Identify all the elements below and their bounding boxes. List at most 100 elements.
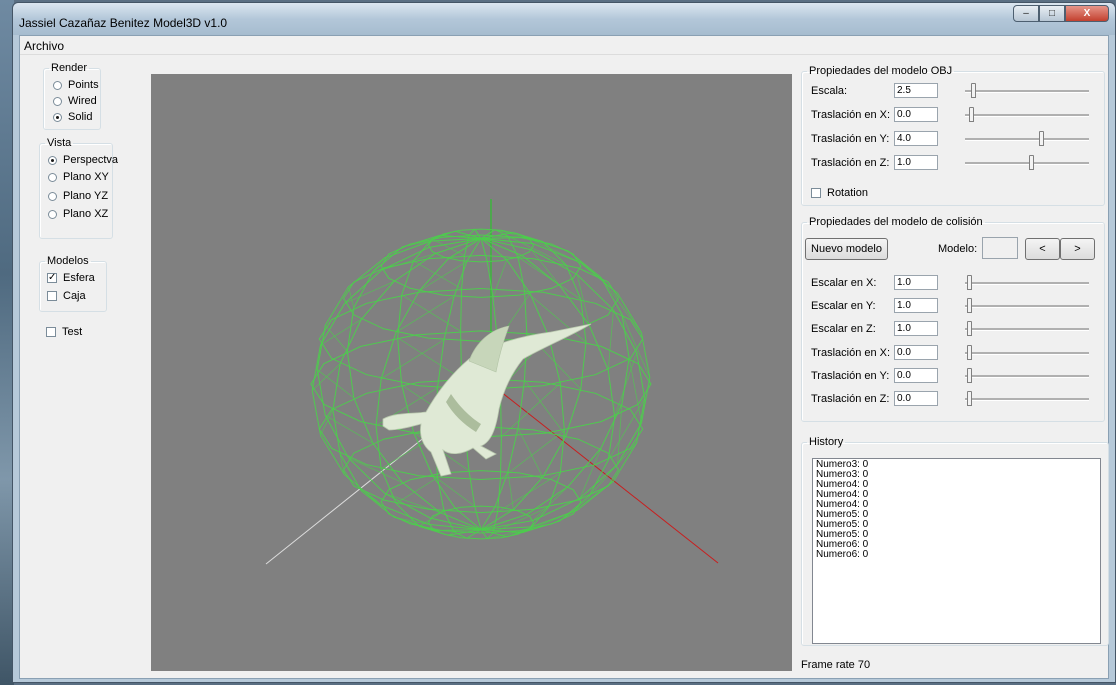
collision-slider[interactable] <box>965 368 1089 384</box>
history-item[interactable]: Numero6: 0 <box>816 549 869 560</box>
close-button[interactable]: X <box>1065 5 1109 22</box>
test-checkbox[interactable]: Test <box>46 326 82 338</box>
render-option-1[interactable]: Wired <box>53 95 97 107</box>
collision-value-field[interactable]: 0.0 <box>894 345 938 360</box>
history-item[interactable]: Numero6: 0 <box>816 539 869 550</box>
collision-row-label: Escalar en X: <box>811 277 877 289</box>
collision-slider-track <box>965 352 1089 355</box>
maximize-button[interactable]: □ <box>1039 5 1065 22</box>
sphere-wire-edge <box>311 363 341 391</box>
sphere-wire-edge <box>579 448 602 499</box>
render-option-0[interactable]: Points <box>53 79 99 91</box>
modelos-option-1[interactable]: Caja <box>47 290 86 302</box>
render-radio[interactable] <box>53 96 62 106</box>
render-radio[interactable] <box>53 112 62 122</box>
vista-radio[interactable] <box>48 155 57 165</box>
model-field[interactable] <box>982 237 1018 259</box>
collision-slider-thumb[interactable] <box>967 298 972 313</box>
collision-slider-thumb[interactable] <box>967 345 972 360</box>
sphere-wire-edge <box>531 249 560 286</box>
rotation-check-box[interactable] <box>811 188 821 198</box>
render-radio[interactable] <box>53 80 62 90</box>
collision-slider-thumb[interactable] <box>967 321 972 336</box>
sphere-wire-edge <box>325 415 374 444</box>
obj-slider[interactable] <box>965 83 1089 99</box>
sphere-wire-edge <box>522 509 578 533</box>
obj-row-label: Traslación en Y: <box>811 133 890 145</box>
obj-value-field[interactable]: 4.0 <box>894 131 938 146</box>
obj-slider-thumb[interactable] <box>1029 155 1034 170</box>
sphere-wire-edge <box>497 472 561 513</box>
collision-slider-thumb[interactable] <box>967 391 972 406</box>
sphere-wire-edge <box>395 295 455 333</box>
test-check-box[interactable] <box>46 327 56 337</box>
collision-slider-track <box>965 375 1089 378</box>
sphere-wire-edge <box>621 314 651 378</box>
vista-option-0[interactable]: Perspectva <box>48 154 118 166</box>
collision-row-label: Traslación en Z: <box>811 393 890 405</box>
sphere-wire-edge <box>474 228 482 239</box>
collision-value-field[interactable]: 1.0 <box>894 275 938 290</box>
obj-slider[interactable] <box>965 155 1089 171</box>
new-model-button[interactable]: Nuevo modelo <box>805 238 888 260</box>
collision-slider-thumb[interactable] <box>967 275 972 290</box>
sphere-wire-edge <box>439 234 482 239</box>
history-item[interactable]: Numero4: 0 <box>816 479 869 490</box>
collision-slider[interactable] <box>965 345 1089 361</box>
obj-slider-thumb[interactable] <box>971 83 976 98</box>
history-item[interactable]: Numero4: 0 <box>816 499 869 510</box>
history-item[interactable]: Numero5: 0 <box>816 509 869 520</box>
model-sail <box>468 325 510 373</box>
history-item[interactable]: Numero3: 0 <box>816 469 869 480</box>
history-list[interactable]: Numero3: 0 Numero3: 0 Numero4: 0 Numero4: 0… <box>812 458 1101 644</box>
obj-value-field[interactable]: 1.0 <box>894 155 938 170</box>
x-axis-line <box>490 383 719 564</box>
collision-slider-thumb[interactable] <box>967 368 972 383</box>
vista-option-1[interactable]: Plano XY <box>48 171 109 183</box>
obj-value-field[interactable]: 2.5 <box>894 83 938 98</box>
modelos-option-0[interactable]: ✓ Esfera <box>47 272 95 284</box>
frame-rate-label: Frame rate 70 <box>801 659 871 671</box>
menu-archivo[interactable]: Archivo <box>24 39 65 53</box>
render-option-label: Wired <box>68 95 97 107</box>
vista-radio[interactable] <box>48 209 57 219</box>
collision-slider[interactable] <box>965 391 1089 407</box>
collision-value-field[interactable]: 0.0 <box>894 391 938 406</box>
collision-slider[interactable] <box>965 321 1089 337</box>
history-item[interactable]: Numero4: 0 <box>816 489 869 500</box>
obj-value-field[interactable]: 0.0 <box>894 107 938 122</box>
collision-value-field[interactable]: 0.0 <box>894 368 938 383</box>
sphere-wire-edge <box>339 453 345 475</box>
modelos-check-box[interactable]: ✓ <box>47 272 57 283</box>
next-model-button[interactable]: > <box>1060 238 1095 260</box>
vista-radio[interactable] <box>48 191 57 201</box>
history-item[interactable]: Numero5: 0 <box>816 519 869 530</box>
collision-slider[interactable] <box>965 275 1089 291</box>
collision-slider-track <box>965 328 1089 331</box>
obj-slider-thumb[interactable] <box>969 107 974 122</box>
title-bar[interactable]: Jassiel Cazañaz Benitez Model3D v1.0 – □… <box>13 3 1115 35</box>
prev-model-button[interactable]: < <box>1025 238 1060 260</box>
collision-slider[interactable] <box>965 298 1089 314</box>
rotation-checkbox[interactable]: Rotation <box>811 187 868 199</box>
obj-slider-thumb[interactable] <box>1039 131 1044 146</box>
history-item[interactable]: Numero5: 0 <box>816 529 869 540</box>
sphere-wire-edge <box>419 261 468 292</box>
obj-slider[interactable] <box>965 107 1089 123</box>
vista-option-3[interactable]: Plano XZ <box>48 208 108 220</box>
history-item[interactable]: Numero3: 0 <box>816 459 869 470</box>
obj-slider[interactable] <box>965 131 1089 147</box>
collision-value-field[interactable]: 1.0 <box>894 321 938 336</box>
test-label: Test <box>62 326 83 338</box>
sphere-wire-edge <box>480 232 514 239</box>
vista-option-2[interactable]: Plano YZ <box>48 190 108 202</box>
modelos-check-box[interactable] <box>47 291 57 301</box>
app-window: Jassiel Cazañaz Benitez Model3D v1.0 – □… <box>12 2 1116 683</box>
3d-viewport[interactable] <box>151 74 792 671</box>
minimize-button[interactable]: – <box>1013 5 1039 22</box>
sphere-wire-edge <box>413 260 462 290</box>
collision-value-field[interactable]: 1.0 <box>894 298 938 313</box>
render-option-2[interactable]: Solid <box>53 111 92 123</box>
scene-canvas[interactable] <box>151 74 792 671</box>
vista-radio[interactable] <box>48 172 57 182</box>
